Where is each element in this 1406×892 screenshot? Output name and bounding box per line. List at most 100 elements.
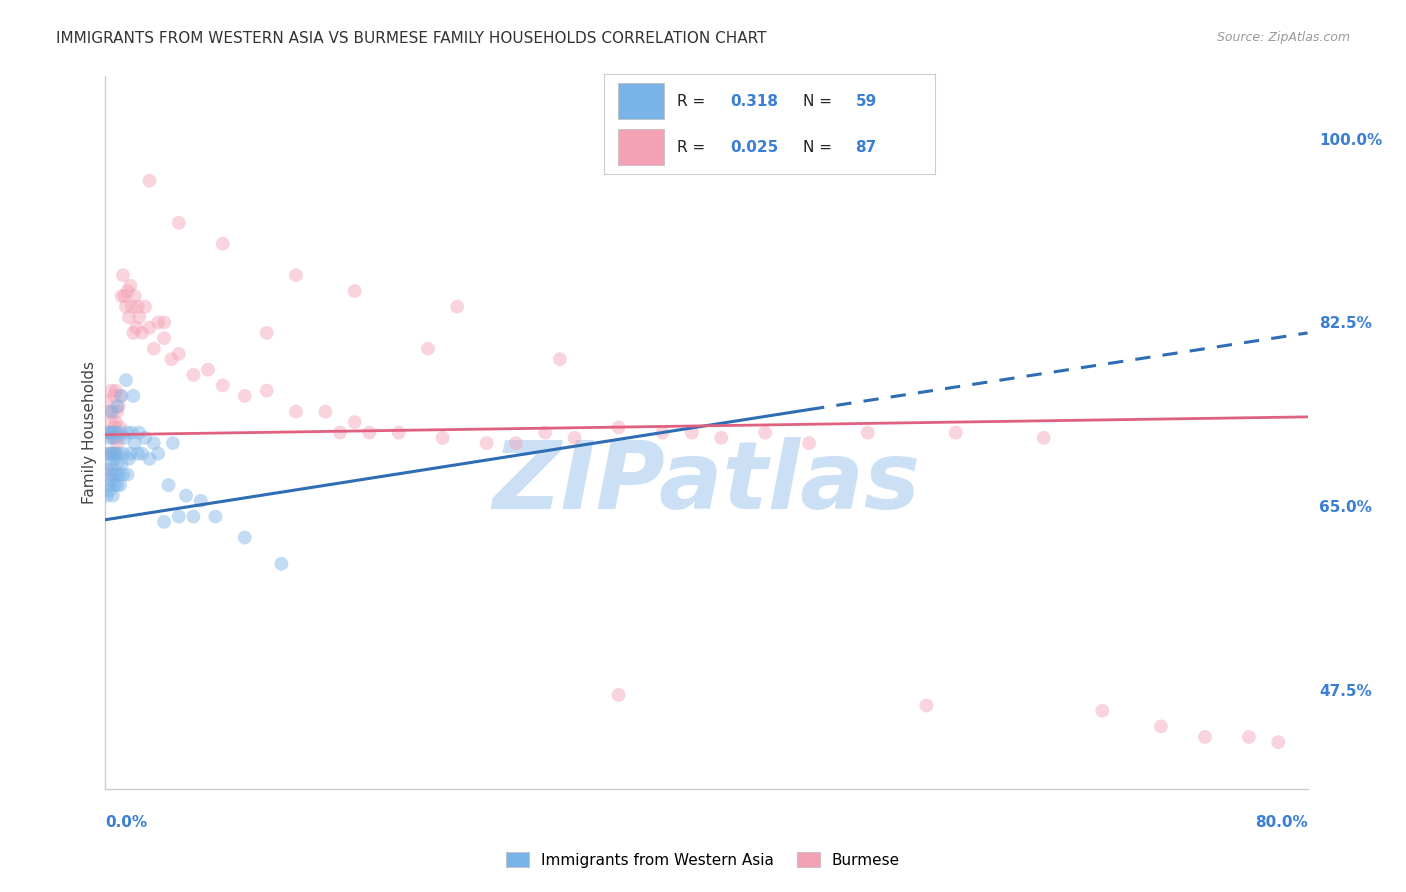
- Point: [153, 315, 176, 329]
- Point: [115, 373, 138, 387]
- Point: [446, 300, 468, 314]
- Point: [101, 425, 124, 440]
- Point: [96, 394, 118, 409]
- Point: [142, 342, 165, 356]
- Point: [103, 431, 125, 445]
- Point: [128, 310, 150, 325]
- Point: [100, 384, 122, 398]
- Point: [103, 420, 125, 434]
- Point: [754, 425, 776, 440]
- Point: [1194, 730, 1216, 744]
- Point: [343, 284, 366, 298]
- Point: [112, 447, 135, 461]
- Point: [101, 462, 124, 476]
- Legend: Immigrants from Western Asia, Burmese: Immigrants from Western Asia, Burmese: [499, 846, 907, 873]
- Point: [107, 431, 129, 445]
- Text: 80.0%: 80.0%: [1254, 815, 1308, 830]
- Point: [131, 447, 153, 461]
- Point: [122, 326, 145, 340]
- Point: [104, 447, 127, 461]
- Point: [118, 451, 141, 466]
- Point: [1150, 719, 1173, 733]
- Point: [103, 478, 125, 492]
- Point: [183, 509, 205, 524]
- Point: [114, 289, 136, 303]
- Point: [710, 431, 733, 445]
- Point: [1237, 730, 1260, 744]
- Point: [138, 451, 160, 466]
- Point: [256, 384, 278, 398]
- Point: [197, 362, 219, 376]
- Point: [162, 436, 184, 450]
- Point: [104, 467, 127, 482]
- Point: [1032, 431, 1054, 445]
- Point: [651, 425, 673, 440]
- Point: [101, 489, 124, 503]
- Point: [100, 473, 122, 487]
- Point: [915, 698, 938, 713]
- Point: [108, 420, 131, 434]
- Point: [98, 467, 121, 482]
- Point: [103, 447, 125, 461]
- Point: [112, 268, 135, 283]
- Point: [607, 688, 630, 702]
- Point: [120, 447, 142, 461]
- Point: [103, 451, 125, 466]
- Text: 0.0%: 0.0%: [105, 815, 148, 830]
- Point: [505, 436, 527, 450]
- Point: [96, 462, 118, 476]
- Point: [856, 425, 879, 440]
- Point: [359, 425, 381, 440]
- Point: [110, 389, 132, 403]
- Point: [285, 268, 308, 283]
- Point: [120, 278, 142, 293]
- Point: [174, 489, 197, 503]
- Point: [103, 389, 125, 403]
- Point: [100, 404, 122, 418]
- Point: [233, 389, 256, 403]
- Point: [101, 431, 124, 445]
- Point: [98, 425, 121, 440]
- Point: [475, 436, 498, 450]
- Point: [148, 315, 170, 329]
- Point: [118, 310, 141, 325]
- Point: [270, 557, 292, 571]
- Point: [534, 425, 557, 440]
- Point: [167, 509, 190, 524]
- Point: [432, 431, 454, 445]
- Point: [97, 447, 120, 461]
- Point: [285, 404, 308, 418]
- Point: [117, 425, 139, 440]
- Point: [211, 236, 233, 251]
- Point: [105, 478, 128, 492]
- Point: [108, 478, 131, 492]
- Point: [97, 478, 120, 492]
- Text: Source: ZipAtlas.com: Source: ZipAtlas.com: [1216, 31, 1350, 45]
- Point: [101, 447, 124, 461]
- Point: [138, 320, 160, 334]
- Point: [114, 431, 136, 445]
- Text: IMMIGRANTS FROM WESTERN ASIA VS BURMESE FAMILY HOUSEHOLDS CORRELATION CHART: IMMIGRANTS FROM WESTERN ASIA VS BURMESE …: [56, 31, 766, 46]
- Point: [125, 320, 148, 334]
- Point: [1267, 735, 1289, 749]
- Point: [97, 404, 120, 418]
- Point: [138, 174, 160, 188]
- Y-axis label: Family Households: Family Households: [82, 361, 97, 504]
- Point: [329, 425, 352, 440]
- Point: [314, 404, 336, 418]
- Point: [416, 342, 439, 356]
- Point: [131, 326, 153, 340]
- Point: [105, 400, 128, 414]
- Point: [204, 509, 226, 524]
- Text: ZIPatlas: ZIPatlas: [492, 436, 921, 529]
- Point: [153, 331, 176, 345]
- Point: [107, 447, 129, 461]
- Point: [98, 457, 121, 471]
- Point: [343, 415, 366, 429]
- Point: [797, 436, 820, 450]
- Point: [134, 300, 156, 314]
- Point: [183, 368, 205, 382]
- Point: [142, 436, 165, 450]
- Point: [121, 300, 143, 314]
- Point: [233, 531, 256, 545]
